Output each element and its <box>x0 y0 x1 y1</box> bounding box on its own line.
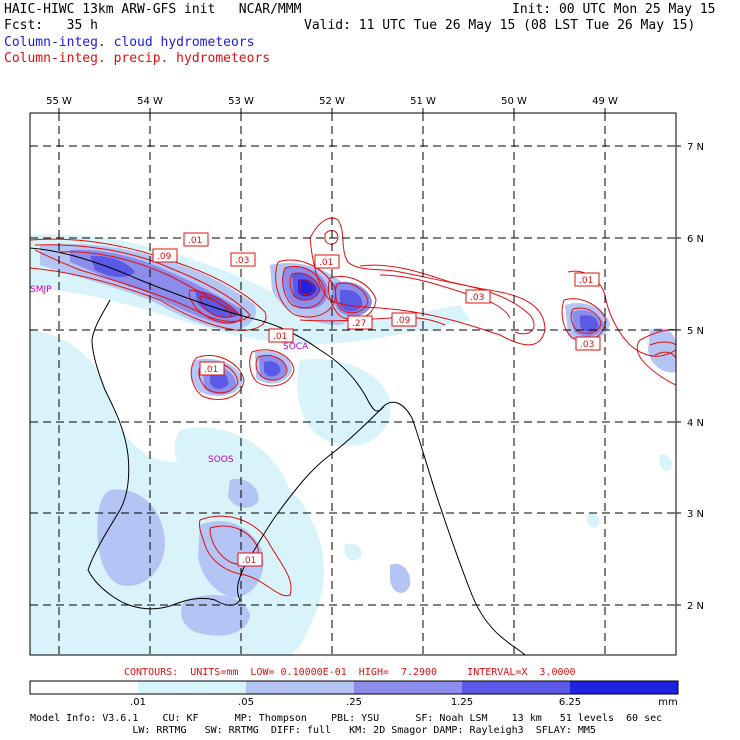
lat-lon-grid <box>30 113 676 655</box>
colorbar-segment <box>570 681 678 694</box>
model-info-line2: LW: RRTMG SW: RRTMG DIFF: full KM: 2D Sm… <box>30 725 596 736</box>
station-smjp: SMJP <box>30 285 52 295</box>
svg-text:.01: .01 <box>273 332 287 342</box>
model-info-line1: Model Info: V3.6.1 CU: KF MP: Thompson P… <box>30 713 663 724</box>
colorbar-tick: .01 <box>130 697 146 708</box>
lat-label-5n: 5 N <box>687 326 704 337</box>
lat-label-4n: 4 N <box>687 418 704 429</box>
contour-label: .01 <box>574 272 600 287</box>
contour-label: .01 <box>199 361 225 376</box>
colorbar-tick: .25 <box>346 697 362 708</box>
svg-text:.01: .01 <box>319 258 333 268</box>
lon-label-49w: 49 W <box>592 96 618 107</box>
svg-text:.03: .03 <box>470 293 484 303</box>
lon-label-55w: 55 W <box>46 96 72 107</box>
svg-text:.03: .03 <box>580 340 594 350</box>
lon-label-51w: 51 W <box>410 96 436 107</box>
colorbar-segment <box>354 681 462 694</box>
colorbar-tick: .05 <box>238 697 254 708</box>
contour-label: .03 <box>230 252 256 267</box>
colorbar-units: mm <box>658 697 677 708</box>
colorbar-segment <box>138 681 246 694</box>
svg-text:.03: .03 <box>235 256 249 266</box>
contour-label: .09 <box>391 312 417 327</box>
precip-contours <box>30 217 676 597</box>
lon-label-50w: 50 W <box>501 96 527 107</box>
contour-label: .01 <box>183 232 209 247</box>
colorbar-segment <box>246 681 354 694</box>
contour-label: .01 <box>314 254 340 269</box>
lon-label-52w: 52 W <box>319 96 345 107</box>
coastline <box>30 247 526 655</box>
field-cloud-label: Column-integ. cloud hydrometeors <box>4 35 255 50</box>
forecast-hour: Fcst: 35 h <box>4 18 98 33</box>
svg-text:.09: .09 <box>396 316 411 326</box>
colorbar-tick: 1.25 <box>451 697 473 708</box>
svg-text:.01: .01 <box>242 556 256 566</box>
init-time: Init: 00 UTC Mon 25 May 15 <box>512 2 716 17</box>
lat-label-3n: 3 N <box>687 509 704 520</box>
svg-text:.01: .01 <box>579 276 593 286</box>
lat-label-6n: 6 N <box>687 234 704 245</box>
contour-label: .01 <box>268 328 294 343</box>
contour-label: .03 <box>575 336 601 351</box>
colorbar-tick: 6.25 <box>559 697 581 708</box>
svg-text:.01: .01 <box>188 236 202 246</box>
contours-info: CONTOURS: UNITS=mm LOW= 0.10000E-01 HIGH… <box>124 667 576 678</box>
field-precip-label: Column-integ. precip. hydrometeors <box>4 51 271 66</box>
contour-label: .03 <box>465 289 491 304</box>
contour-label: .09 <box>152 248 178 263</box>
svg-text:.01: .01 <box>204 365 218 375</box>
station-soca: SOCA <box>283 342 309 352</box>
hydrometeor-shading <box>30 113 676 655</box>
svg-text:.27: .27 <box>352 319 366 329</box>
colorbar-segment <box>30 681 138 694</box>
lon-label-53w: 53 W <box>228 96 254 107</box>
valid-time: Valid: 11 UTC Tue 26 May 15 (08 LST Tue … <box>304 18 696 33</box>
colorbar <box>29 680 679 695</box>
station-soos: SOOS <box>208 455 234 465</box>
lat-label-7n: 7 N <box>687 142 704 153</box>
svg-text:.09: .09 <box>157 252 172 262</box>
colorbar-segment <box>462 681 570 694</box>
model-title: HAIC-HIWC 13km ARW-GFS init NCAR/MMM <box>4 2 302 17</box>
contour-label: .27 <box>347 315 373 330</box>
lon-label-54w: 54 W <box>137 96 163 107</box>
contour-label: .01 <box>237 552 263 567</box>
plot-frame <box>29 112 677 656</box>
lat-label-2n: 2 N <box>687 601 704 612</box>
